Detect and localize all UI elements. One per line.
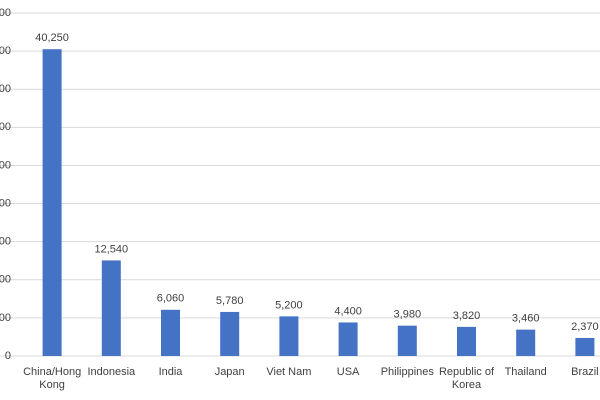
bar [338, 322, 358, 356]
bar [457, 326, 476, 356]
y-tick-label: 0 [5, 350, 11, 362]
x-tick-label: USA [336, 366, 360, 378]
bar [161, 309, 180, 356]
x-tick-label: China/Hong Kong [23, 366, 82, 391]
data-label: 3,460 [512, 313, 540, 325]
x-tick-label: Philippines [380, 366, 434, 378]
data-label: 5,200 [275, 299, 303, 311]
data-label: 3,820 [453, 310, 481, 322]
data-label: 12,540 [94, 243, 128, 255]
y-tick-label: 5,000 [0, 312, 11, 324]
y-tick-label: 20,000 [0, 197, 11, 209]
data-label: 6,060 [157, 293, 185, 305]
data-label: 5,780 [216, 295, 244, 307]
x-tick-label: India [158, 366, 183, 378]
x-tick-label: Thailand [504, 366, 547, 378]
y-tick-label: 35,000 [0, 83, 11, 95]
y-tick-label: 10,000 [0, 274, 11, 286]
x-tick-label: Republic of Korea [438, 366, 495, 391]
y-tick-label: 25,000 [0, 159, 11, 171]
data-label: 4,400 [334, 305, 362, 317]
y-tick-label: 15,000 [0, 236, 11, 248]
bar [516, 329, 536, 356]
data-label: 40,250 [35, 32, 69, 44]
bar [42, 49, 62, 356]
y-tick-label: 45,000 [0, 7, 11, 19]
bar [397, 325, 417, 356]
bar [101, 260, 121, 356]
x-tick-label: Viet Nam [266, 366, 312, 378]
bar [575, 337, 595, 356]
data-label: 2,370 [571, 321, 599, 333]
x-tick-label: Brazil [571, 366, 599, 378]
y-tick-label: 40,000 [0, 45, 11, 57]
x-tick-label: Indonesia [87, 366, 136, 378]
bar [220, 311, 240, 356]
data-label: 3,980 [394, 309, 422, 321]
y-tick-label: 30,000 [0, 121, 11, 133]
x-tick-label: Japan [214, 366, 245, 378]
bar [279, 316, 299, 356]
